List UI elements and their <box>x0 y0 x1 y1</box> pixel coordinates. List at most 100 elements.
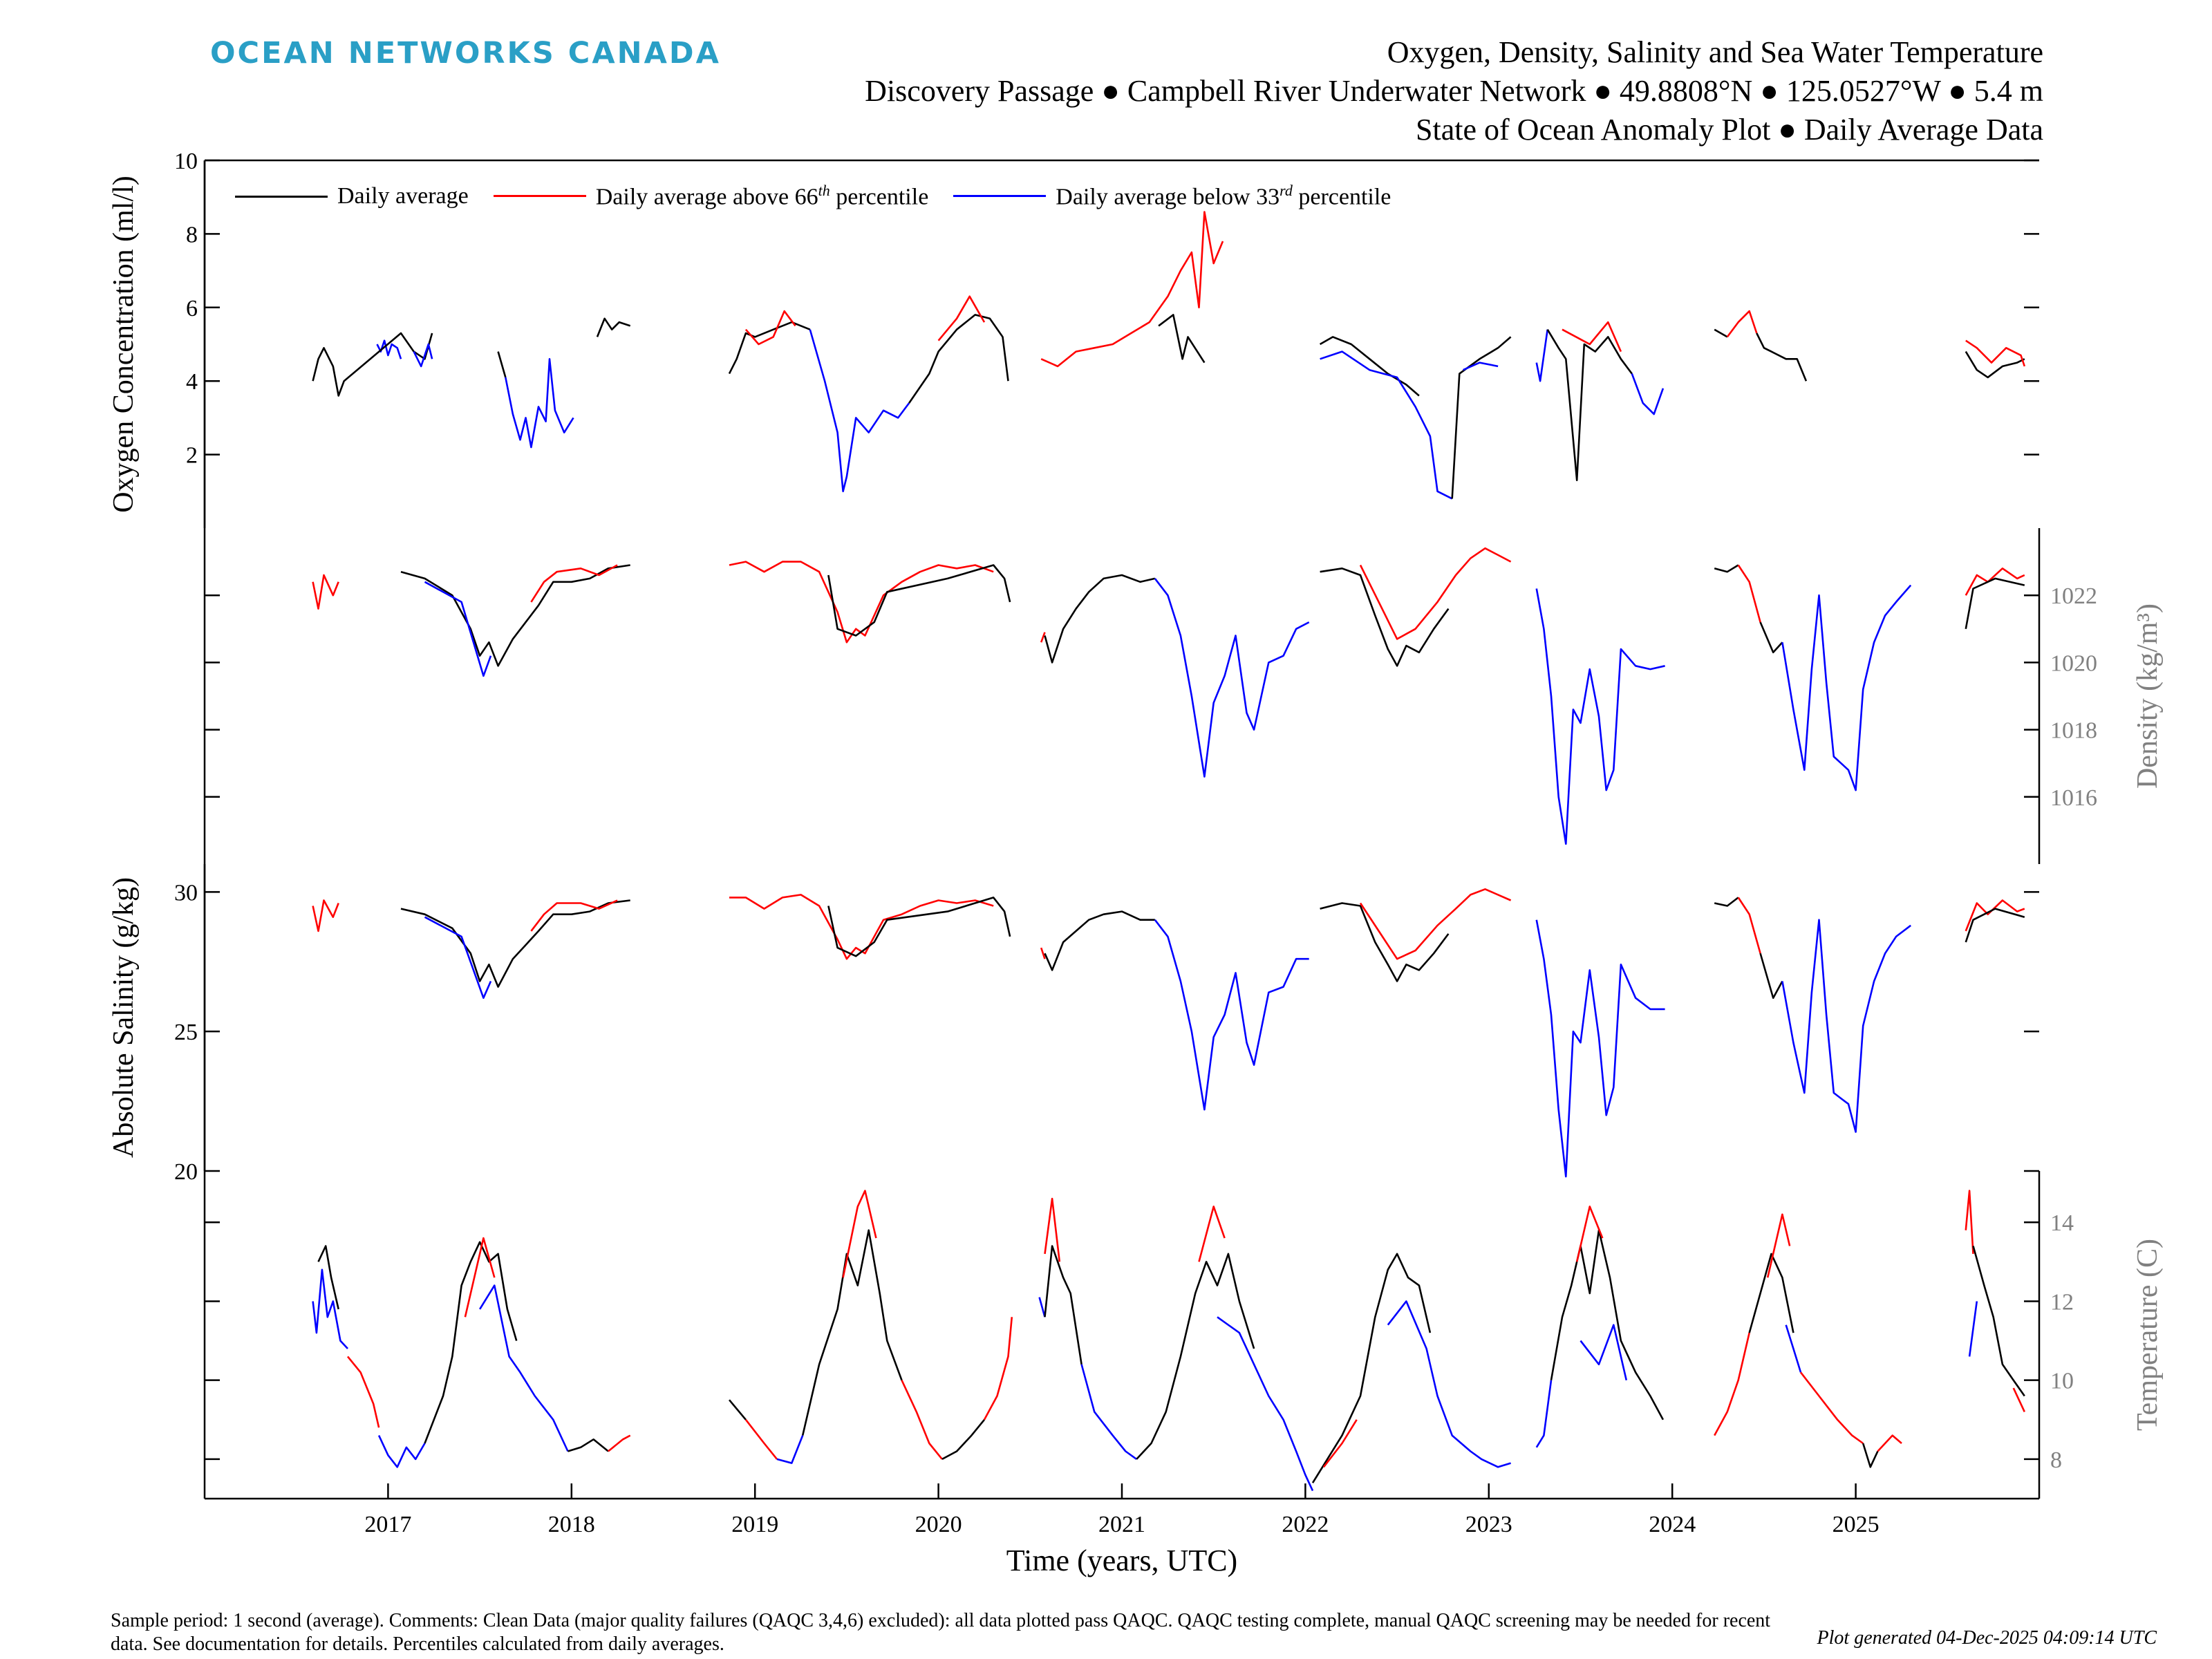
oxygen-series-above <box>1965 339 2026 367</box>
temperature-series-below <box>312 1268 348 1349</box>
legend-swatch-blue <box>953 195 1047 198</box>
oxygen-series-average <box>908 314 1009 404</box>
footer-sample-note: Sample period: 1 second (average). Comme… <box>111 1610 1771 1655</box>
x-tick-label: 2023 <box>1465 1512 1512 1537</box>
oxygen-series-above <box>1562 321 1622 353</box>
temperature-series-average <box>568 1438 609 1452</box>
oxygen-series-below <box>413 343 433 368</box>
oxygen-tick-label: 2 <box>186 443 198 469</box>
temperature-series-above <box>1198 1206 1226 1262</box>
x-tick-label: 2025 <box>1833 1512 1880 1537</box>
temperature-series-above <box>1877 1434 1902 1452</box>
salinity-series-above <box>729 894 994 960</box>
oxygen-series-above <box>1040 211 1224 368</box>
oxygen-series-average <box>1158 314 1206 364</box>
oxygen-series-above <box>1726 310 1758 338</box>
oxygen-series-below <box>505 357 574 449</box>
legend-entry-below-33rd: Daily average below 33rd percentile <box>953 182 1391 210</box>
temperature-series-above <box>1575 1206 1604 1262</box>
oxygen-series-average <box>728 321 811 375</box>
temperature-series-average <box>1972 1246 2025 1397</box>
density-series-above <box>1965 567 2025 596</box>
temperature-series-above <box>346 1356 380 1428</box>
x-tick-label: 2019 <box>731 1512 778 1537</box>
temperature-series-below <box>377 1435 426 1468</box>
density-series-average <box>1320 567 1450 667</box>
temperature-series-above <box>2012 1387 2025 1412</box>
salinity-tick-label: 20 <box>174 1159 198 1185</box>
temperature-series-below <box>1038 1297 1046 1318</box>
temperature-series-above <box>744 1419 778 1460</box>
temperature-axis-title: Temperature (C) <box>2132 1239 2164 1431</box>
density-tick-label: 1020 <box>2050 650 2097 676</box>
density-series-average <box>1759 621 1783 654</box>
salinity-series-average <box>827 897 1011 957</box>
density-series-above <box>312 574 339 610</box>
density-series-average <box>1044 574 1156 664</box>
oxygen-axis-title: Oxygen Concentration (ml/l) <box>108 176 140 513</box>
density-series-below <box>1781 584 1912 791</box>
temperature-series-average <box>1748 1253 1794 1333</box>
salinity-series-average <box>1044 910 1155 971</box>
temperature-series-average <box>1550 1229 1665 1421</box>
legend-label-above-post: percentile <box>830 184 929 210</box>
x-tick-label: 2021 <box>1098 1512 1145 1537</box>
temperature-series-below <box>1080 1364 1137 1460</box>
x-tick-label: 2024 <box>1649 1512 1696 1537</box>
salinity-series-average <box>1320 902 1450 982</box>
density-tick-label: 1016 <box>2050 785 2097 811</box>
salinity-series-average <box>1759 953 1783 999</box>
density-axis-title: Density (kg/m³) <box>2132 603 2164 789</box>
salinity-series-above <box>530 899 618 932</box>
ocean-networks-canada-logo: OCEAN NETWORKS CANADA <box>210 36 721 71</box>
legend-label-above-66th: Daily average above 66th percentile <box>596 182 929 210</box>
x-tick-label: 2020 <box>915 1512 962 1537</box>
salinity-series-above <box>1359 888 1512 960</box>
legend-label-below-sup: rd <box>1280 182 1293 200</box>
temperature-series-above <box>1799 1371 1864 1445</box>
temperature-series-above <box>1714 1332 1750 1436</box>
salinity-series-average <box>1714 897 1739 907</box>
oxygen-series-average <box>596 317 631 337</box>
x-tick-label: 2017 <box>364 1512 411 1537</box>
salinity-series-below <box>424 916 492 999</box>
salinity-tick-label: 25 <box>174 1020 198 1045</box>
legend-label-daily-average: Daily average <box>337 183 469 209</box>
oxygen-series-average <box>1714 328 1728 338</box>
density-series-below <box>424 581 492 677</box>
temperature-tick-label: 12 <box>2050 1289 2074 1315</box>
temperature-series-above <box>1322 1419 1358 1468</box>
density-series-average <box>400 564 630 667</box>
temperature-series-average <box>1136 1253 1255 1460</box>
density-series-average <box>827 564 1011 637</box>
x-tick-label: 2018 <box>548 1512 595 1537</box>
temperature-series-below <box>1785 1324 1802 1373</box>
oxygen-series-above <box>744 310 796 346</box>
oxygen-series-below <box>1320 350 1453 500</box>
chart-title: Oxygen, Density, Salinity and Sea Water … <box>1387 35 2043 69</box>
legend-label-below-text: Daily average below 33 <box>1056 184 1280 210</box>
x-axis-title: Time (years, UTC) <box>1006 1544 1237 1577</box>
temperature-tick-label: 14 <box>2050 1210 2074 1236</box>
oxygen-series-average <box>1451 336 1512 499</box>
density-series-above <box>1040 632 1046 643</box>
density-series-below <box>1154 578 1310 778</box>
legend-label-above-text: Daily average above 66 <box>595 184 818 210</box>
density-series-above <box>1737 564 1761 623</box>
temperature-series-below <box>1968 1301 1978 1357</box>
oxygen-series-average <box>497 351 507 378</box>
temperature-series-average <box>1044 1245 1082 1365</box>
legend-entry-daily-average: Daily average <box>235 183 469 209</box>
temperature-series-average <box>941 1418 986 1461</box>
footer-generated-timestamp: Plot generated 04-Dec-2025 04:09:14 UTC <box>1817 1627 2157 1649</box>
temperature-series-average <box>424 1241 518 1444</box>
oxygen-series-average <box>1756 332 1808 382</box>
legend-entry-above-66th: Daily average above 66th percentile <box>493 182 929 210</box>
temperature-series-above <box>1044 1197 1061 1262</box>
temperature-series-below <box>1217 1316 1314 1492</box>
legend-label-below-post: percentile <box>1292 184 1391 210</box>
temperature-series-below <box>478 1284 569 1452</box>
density-series-below <box>1535 588 1665 845</box>
